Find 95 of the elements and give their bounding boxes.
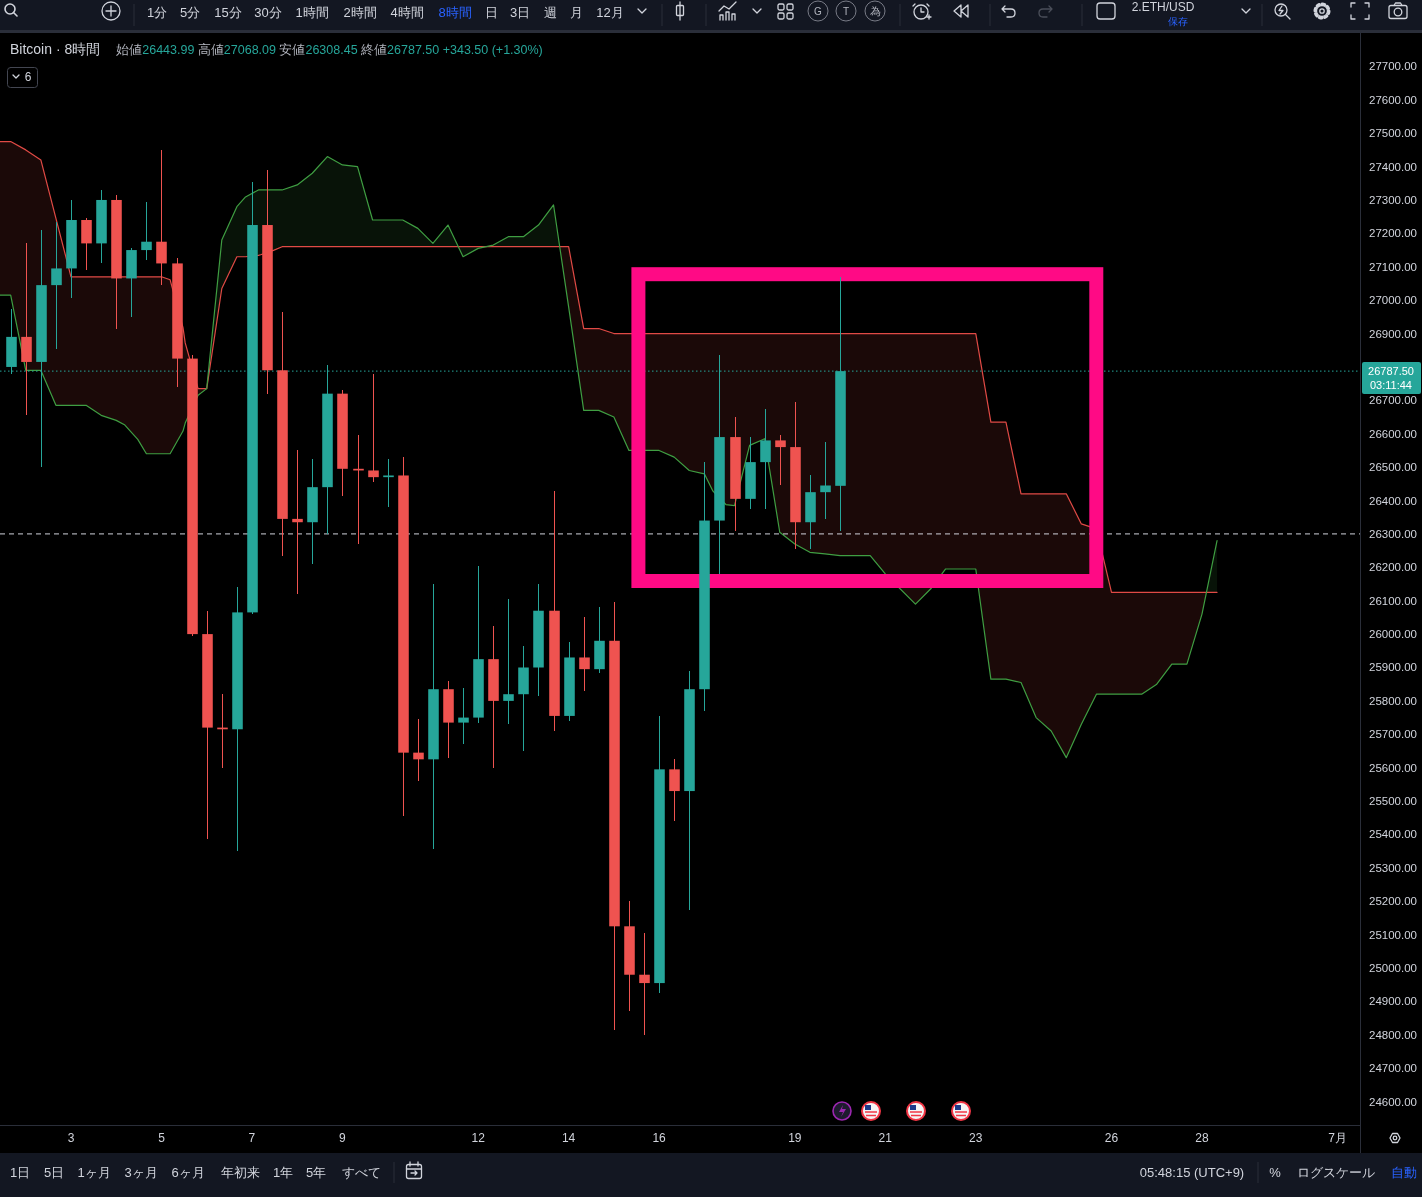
text: 1日 [9, 1164, 31, 1180]
y-tick-label: 25900.00 [1369, 661, 1417, 674]
y-tick-label: 26000.00 [1369, 628, 1417, 641]
candlestick [368, 373, 379, 483]
candlestick [579, 616, 590, 692]
ref-line-label: 26787.50 03:11:44 [1368, 365, 1414, 392]
text: 3日 [509, 4, 531, 20]
y-tick-label: 25400.00 [1369, 828, 1417, 841]
text: 6ヶ月 [171, 1164, 205, 1180]
y-tick-label: 26900.00 [1369, 327, 1417, 340]
text: すべて [341, 1164, 381, 1180]
y-tick-label: 25200.00 [1369, 895, 1417, 908]
candlestick [292, 449, 303, 595]
y-tick-label: 25700.00 [1369, 728, 1417, 741]
text: 1分 [146, 4, 168, 20]
y-tick-label: 24600.00 [1369, 1095, 1417, 1108]
text: 05:48:15 (UTC+9) [1139, 1164, 1245, 1180]
y-tick-label: 26600.00 [1369, 427, 1417, 440]
text: 為 [869, 5, 881, 17]
y-tick-label: 25600.00 [1369, 761, 1417, 774]
text: T [842, 5, 850, 17]
x-tick-label: 23 [969, 1131, 983, 1145]
text: 日 [484, 4, 498, 20]
annotation: 6 [24, 70, 32, 84]
text: 12月 [596, 4, 624, 20]
text: 5分 [179, 4, 201, 20]
text: 30分 [254, 4, 282, 20]
text: 1ヶ月 [77, 1164, 111, 1180]
y-tick-label: 25500.00 [1369, 795, 1417, 808]
y-tick-label: 27400.00 [1369, 160, 1417, 173]
candlestick [775, 434, 786, 486]
text: 3ヶ月 [124, 1164, 158, 1180]
y-tick-label: 25800.00 [1369, 694, 1417, 707]
text: Bitcoin · 8時間 [10, 41, 101, 57]
candlestick [156, 149, 167, 286]
y-tick-label: 26700.00 [1369, 394, 1417, 407]
x-tick-label: 12 [471, 1131, 486, 1145]
candlestick [383, 458, 394, 508]
y-tick-label: 27200.00 [1369, 227, 1417, 240]
x-tick-label: 7月 [1328, 1131, 1348, 1145]
text: 4時間 [390, 4, 424, 20]
text: 2.ETH/USD [1131, 0, 1195, 14]
y-tick-label: 25100.00 [1369, 928, 1417, 941]
y-tick-label: 26100.00 [1369, 594, 1417, 607]
candlestick [458, 687, 469, 745]
x-tick-label: 16 [652, 1131, 667, 1145]
candlestick [81, 217, 92, 271]
x-tick-label: 3 [67, 1131, 75, 1145]
text: 1年 [272, 1164, 294, 1180]
text: 月 [569, 4, 583, 20]
y-tick-label: 27700.00 [1369, 60, 1417, 73]
x-tick-label: 9 [339, 1131, 347, 1145]
text: 1時間 [295, 4, 329, 20]
y-tick-label: 27100.00 [1369, 260, 1417, 273]
text: 2時間 [343, 4, 377, 20]
x-tick-label: 14 [561, 1131, 576, 1145]
candlestick [820, 441, 831, 520]
x-tick-label: 21 [878, 1131, 893, 1145]
y-tick-label: 26200.00 [1369, 561, 1417, 574]
text: 週 [543, 4, 557, 20]
text: 年初来 [220, 1164, 260, 1180]
candlestick [413, 718, 424, 782]
y-tick-label: 26500.00 [1369, 461, 1417, 474]
candlestick [51, 221, 62, 350]
y-tick-label: 24900.00 [1369, 995, 1417, 1008]
y-tick-label: 25300.00 [1369, 861, 1417, 874]
x-tick-label: 28 [1195, 1131, 1209, 1145]
text: 自動 [1391, 1164, 1417, 1180]
candlestick [760, 408, 771, 510]
x-tick-label: 7 [248, 1131, 256, 1145]
y-tick-label: 24800.00 [1369, 1028, 1417, 1041]
text: 8時間 [438, 4, 472, 20]
text: % [1269, 1164, 1282, 1180]
y-tick-label: 25000.00 [1369, 962, 1417, 975]
y-tick-label: 27300.00 [1369, 193, 1417, 206]
x-tick-label: 5 [158, 1131, 166, 1145]
x-tick-label: 19 [788, 1131, 802, 1145]
y-tick-label: 27600.00 [1369, 93, 1417, 106]
y-tick-label: 27000.00 [1369, 294, 1417, 307]
candlestick [639, 932, 650, 1036]
x-tick-label: 26 [1104, 1131, 1119, 1145]
y-tick-label: 26300.00 [1369, 527, 1417, 540]
y-tick-label: 24700.00 [1369, 1062, 1417, 1075]
candlestick [141, 201, 152, 261]
text: 5日 [43, 1164, 65, 1180]
text: G [814, 5, 823, 17]
y-tick-label: 27500.00 [1369, 127, 1417, 140]
text: 始値26443.99 高値27068.09 安値26308.45 終値26787.50 +343.50 (+1.30%) [116, 42, 543, 57]
candlestick [669, 758, 680, 822]
y-tick-label: 26400.00 [1369, 494, 1417, 507]
text: 5年 [305, 1164, 327, 1180]
text: ログスケール [1297, 1164, 1375, 1180]
text: 15分 [214, 4, 242, 20]
candlestick [503, 598, 514, 725]
text: 保存 [1168, 15, 1188, 27]
